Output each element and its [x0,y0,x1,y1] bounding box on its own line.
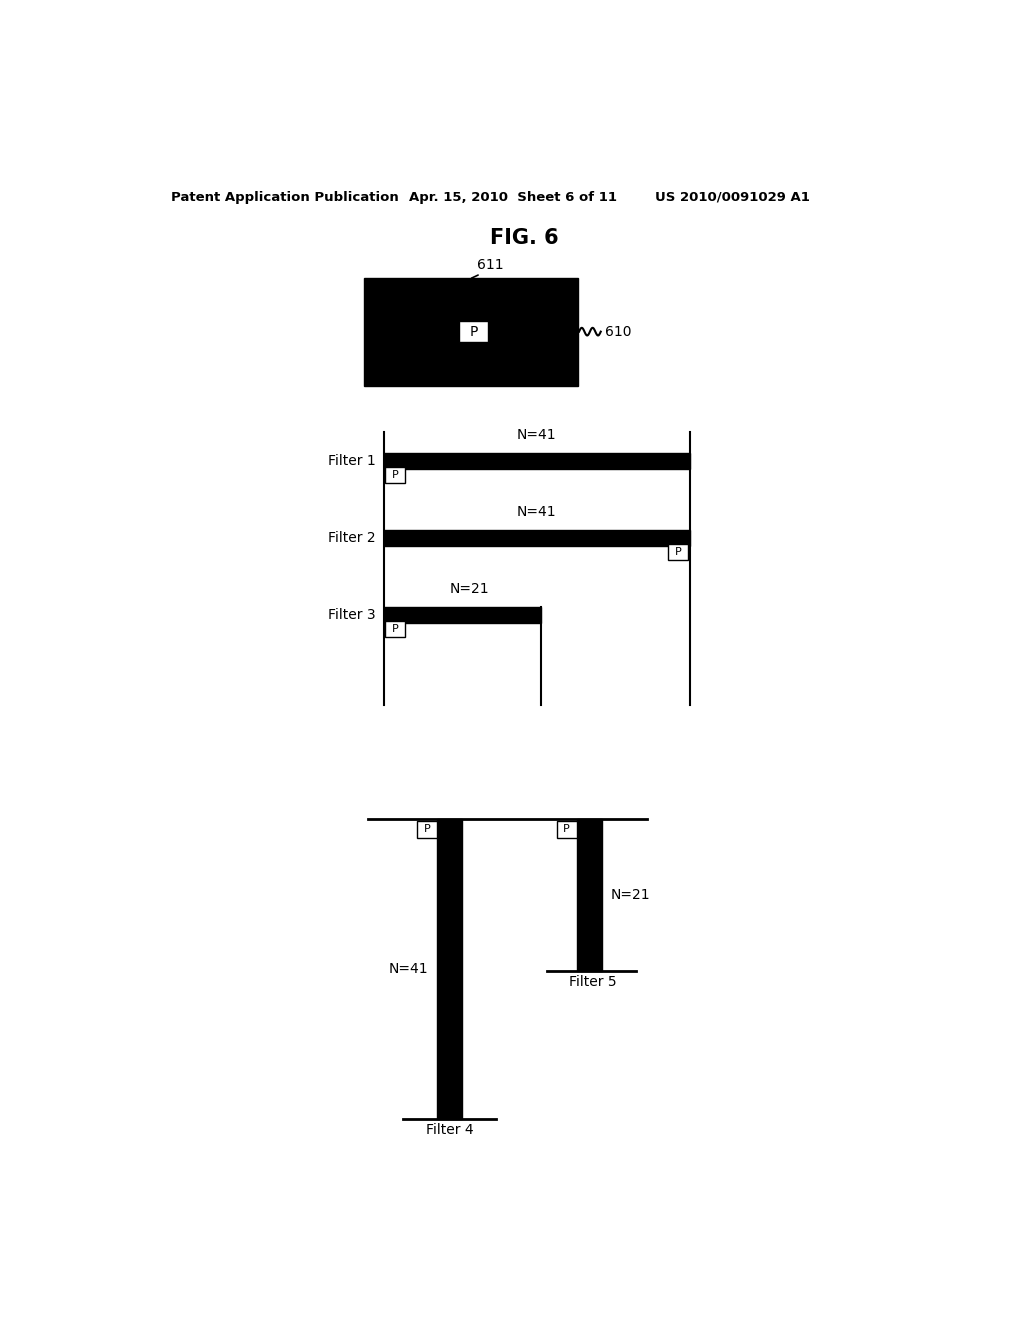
Text: Filter 1: Filter 1 [329,454,376,469]
Text: Filter 4: Filter 4 [426,1123,473,1138]
Bar [437,818,462,1119]
Text: P: P [424,824,430,834]
Bar [417,821,437,838]
Text: Filter 2: Filter 2 [329,531,376,545]
Bar [365,277,578,385]
Bar [384,607,541,623]
Text: US 2010/0091029 A1: US 2010/0091029 A1 [655,191,810,203]
Text: P: P [392,624,398,634]
Text: P: P [392,470,398,480]
Text: N=21: N=21 [611,887,650,902]
Text: Filter 3: Filter 3 [329,609,376,622]
Text: P: P [675,546,682,557]
Text: 611: 611 [477,259,504,272]
Text: N=41: N=41 [388,962,428,977]
Bar [557,821,577,838]
Text: P: P [563,824,570,834]
Text: Apr. 15, 2010  Sheet 6 of 11: Apr. 15, 2010 Sheet 6 of 11 [410,191,617,203]
Bar [384,453,690,469]
Text: Patent Application Publication: Patent Application Publication [171,191,398,203]
Text: FIG. 6: FIG. 6 [490,227,559,248]
Bar [384,531,690,545]
Text: N=21: N=21 [451,582,489,595]
Bar [669,544,688,560]
Bar [577,818,601,970]
Text: Filter 5: Filter 5 [569,974,616,989]
Text: 610: 610 [604,325,631,339]
Text: N=41: N=41 [517,504,557,519]
Bar [385,622,406,636]
Bar [385,467,406,483]
Text: P: P [469,325,478,339]
Text: N=41: N=41 [517,428,557,442]
Bar [459,321,488,342]
